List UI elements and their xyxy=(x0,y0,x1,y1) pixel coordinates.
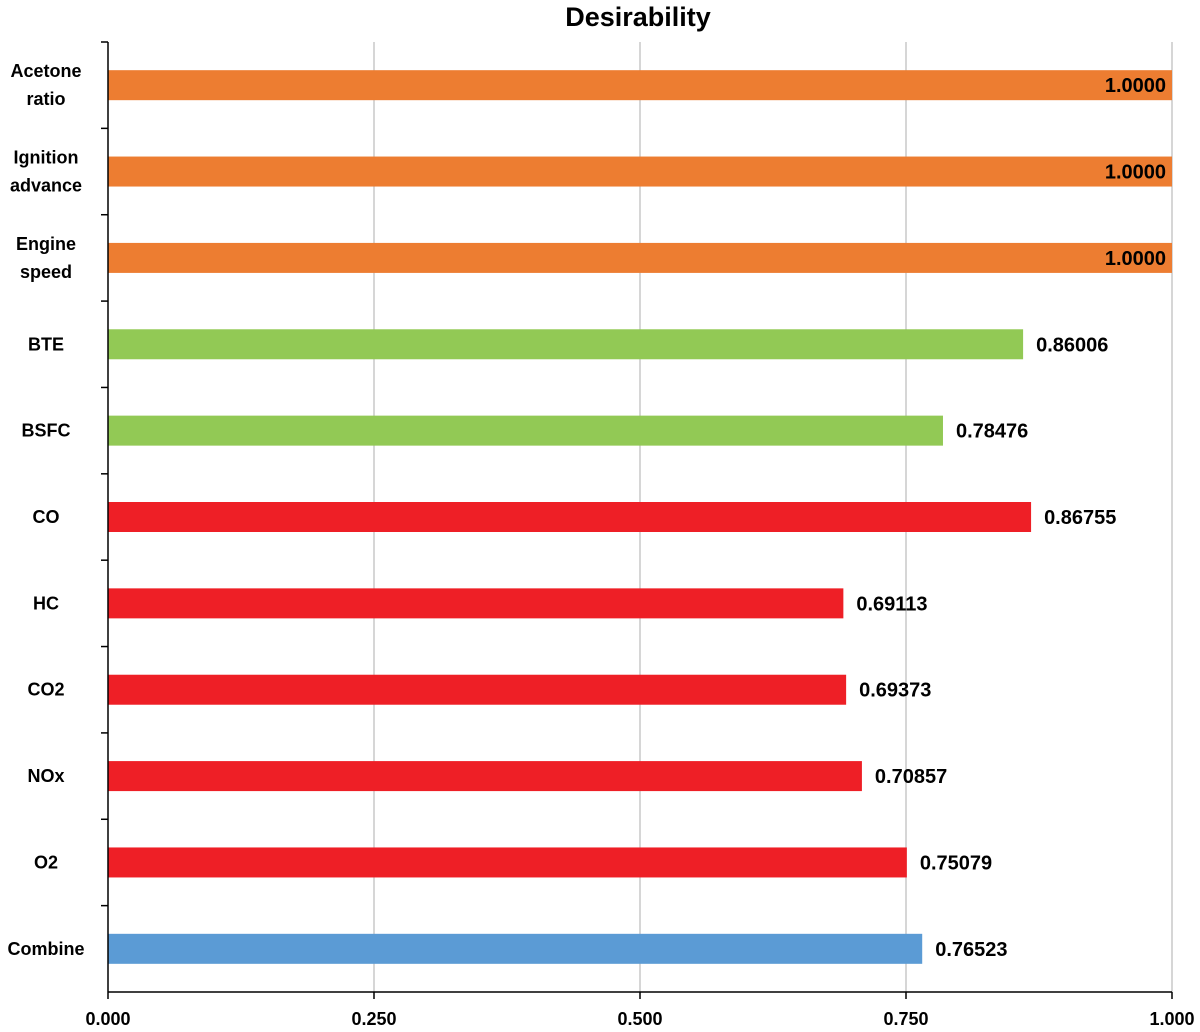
bar xyxy=(108,847,907,878)
bar xyxy=(108,674,847,705)
labels-group: 0.000 0.250 0.500 0.750 1.000 1.0000 Acetone ra… xyxy=(7,61,1194,1029)
data-label: 0.86006 xyxy=(1036,334,1108,356)
category-label: speed xyxy=(20,262,72,282)
data-label: 0.70857 xyxy=(875,766,947,788)
category-label: BSFC xyxy=(22,421,71,441)
data-label: 0.76523 xyxy=(935,939,1007,961)
category-label: CO xyxy=(33,507,60,527)
x-tick-label: 0.500 xyxy=(617,1009,662,1029)
category-label: CO2 xyxy=(27,680,64,700)
x-tick-label: 0.750 xyxy=(883,1009,928,1029)
bar xyxy=(108,588,844,619)
x-tick-label: 1.000 xyxy=(1149,1009,1194,1029)
bar xyxy=(108,156,1172,187)
category-label: BTE xyxy=(28,334,64,354)
bar xyxy=(108,70,1172,101)
x-tick-label: 0.000 xyxy=(85,1009,130,1029)
bar xyxy=(108,502,1032,532)
category-label: ratio xyxy=(26,89,65,109)
data-label: 0.69113 xyxy=(856,593,927,615)
category-label: Acetone xyxy=(10,61,81,81)
bars-group xyxy=(108,70,1172,964)
bar xyxy=(108,415,943,446)
chart-title: Desirability xyxy=(565,2,711,32)
category-label: Combine xyxy=(7,939,84,959)
data-label: 0.78476 xyxy=(956,421,1028,443)
bar xyxy=(108,329,1024,360)
axes-group xyxy=(101,41,1173,999)
data-label: 0.86755 xyxy=(1044,507,1116,529)
data-label: 0.75079 xyxy=(920,852,992,874)
category-label: NOx xyxy=(27,766,64,786)
data-label: 1.0000 xyxy=(1105,75,1166,97)
x-tick-label: 0.250 xyxy=(351,1009,396,1029)
bar xyxy=(108,242,1172,273)
category-label: advance xyxy=(10,176,82,196)
bar xyxy=(108,761,862,792)
category-label: O2 xyxy=(34,852,58,872)
bar xyxy=(108,933,923,964)
category-label: Ignition xyxy=(14,148,79,168)
data-label: 0.69373 xyxy=(859,680,931,702)
category-label: HC xyxy=(33,593,59,613)
data-label: 1.0000 xyxy=(1105,162,1166,184)
category-label: Engine xyxy=(16,234,76,254)
data-label: 1.0000 xyxy=(1105,248,1166,270)
